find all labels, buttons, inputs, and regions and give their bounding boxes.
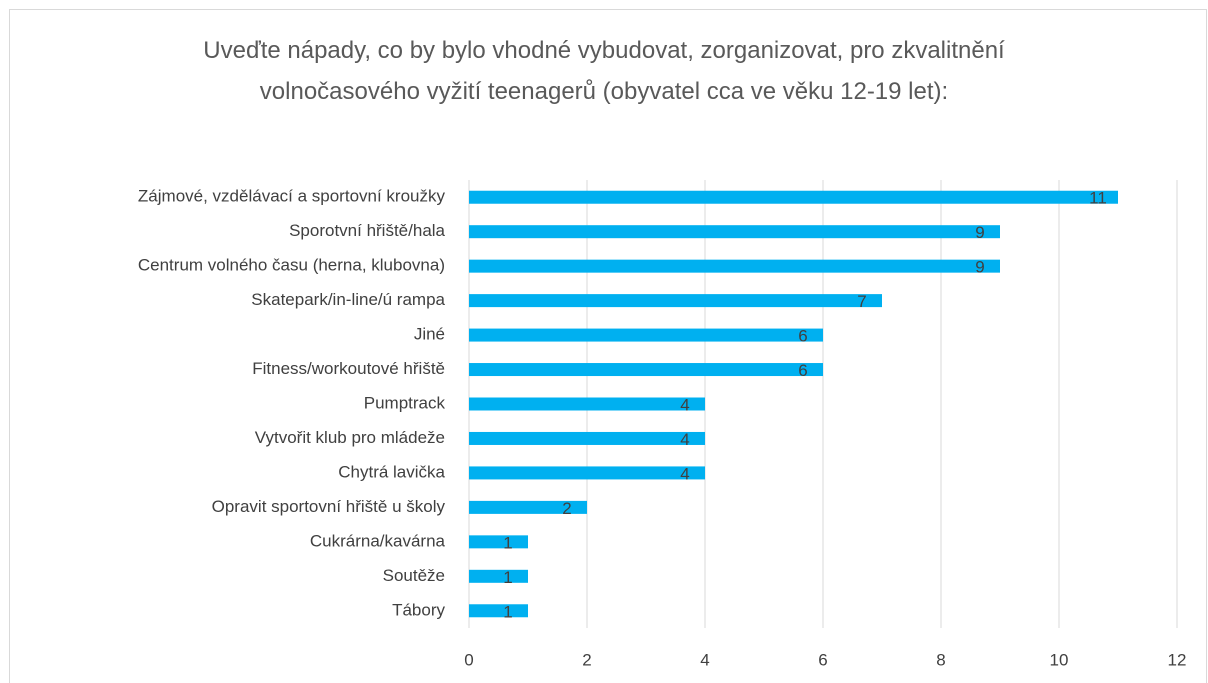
y-tick-label: Vytvořit klub pro mládeže xyxy=(255,428,445,447)
chart-title: Uveďte nápady, co by bylo vhodné vybudov… xyxy=(203,37,1005,105)
bar xyxy=(469,397,705,411)
bar xyxy=(469,466,705,480)
data-label: 4 xyxy=(680,395,689,414)
data-label: 1 xyxy=(503,568,512,587)
y-tick-label: Soutěže xyxy=(383,566,445,585)
data-label: 4 xyxy=(680,430,689,449)
bar xyxy=(469,190,1118,204)
data-label: 9 xyxy=(975,223,984,242)
y-tick-label: Opravit sportovní hřiště u školy xyxy=(212,497,446,516)
y-tick-label: Sporotvní hřiště/hala xyxy=(289,221,445,240)
x-tick-label: 8 xyxy=(936,650,945,669)
x-tick-label: 12 xyxy=(1168,650,1187,669)
x-tick-label: 6 xyxy=(818,650,827,669)
x-tick-label: 2 xyxy=(582,650,591,669)
y-tick-label: Chytrá lavička xyxy=(338,462,445,481)
y-tick-label: Zájmové, vzdělávací a sportovní kroužky xyxy=(138,187,446,206)
data-label: 2 xyxy=(562,499,571,518)
x-tick-label: 10 xyxy=(1050,650,1069,669)
x-tick-label: 4 xyxy=(700,650,709,669)
bar xyxy=(469,604,528,618)
y-tick-label: Cukrárna/kavárna xyxy=(310,531,446,550)
y-tick-label: Jiné xyxy=(414,325,445,344)
data-label: 9 xyxy=(975,258,984,277)
data-label: 4 xyxy=(680,464,689,483)
bar xyxy=(469,431,705,445)
data-label: 1 xyxy=(503,533,512,552)
y-tick-label: Pumptrack xyxy=(364,393,446,412)
y-tick-label: Skatepark/in-line/ú rampa xyxy=(251,290,445,309)
y-tick-label: Tábory xyxy=(392,600,445,619)
chart-border xyxy=(9,9,1207,683)
data-label: 6 xyxy=(798,327,807,346)
bar xyxy=(469,259,1000,273)
x-tick-label: 0 xyxy=(464,650,473,669)
y-tick-label: Fitness/workoutové hřiště xyxy=(252,359,445,378)
bar xyxy=(469,225,1000,239)
bar xyxy=(469,500,587,514)
bar xyxy=(469,328,823,342)
bar xyxy=(469,535,528,549)
data-label: 1 xyxy=(503,602,512,621)
bar xyxy=(469,363,823,377)
data-label: 11 xyxy=(1089,189,1107,208)
data-label: 6 xyxy=(798,361,807,380)
y-tick-label: Centrum volného času (herna, klubovna) xyxy=(138,256,445,275)
data-label: 7 xyxy=(857,292,866,311)
bar xyxy=(469,569,528,583)
bar xyxy=(469,294,882,308)
